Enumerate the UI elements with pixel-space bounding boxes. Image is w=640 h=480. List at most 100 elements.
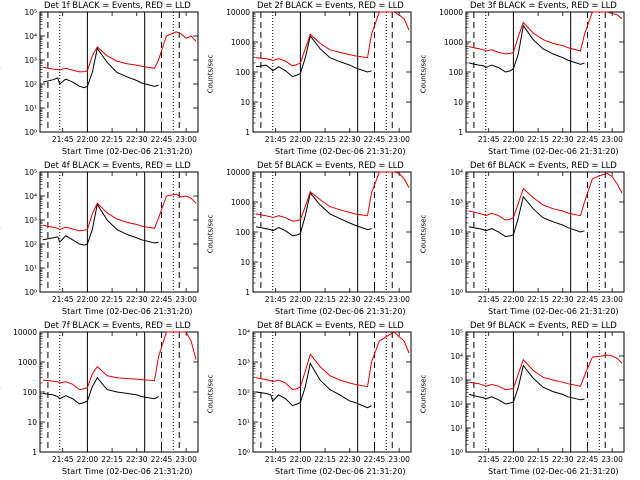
detector-panel-5: Det 5f BLACK = Events, RED = LLD Counts/s… xyxy=(206,160,426,320)
lld-series-line xyxy=(255,11,410,67)
x-tick-label: 22:15 xyxy=(314,295,336,304)
x-tick-label: 23:00 xyxy=(175,135,197,144)
detector-panel-8: Det 8f BLACK = Events, RED = LLD Counts/s… xyxy=(206,320,426,480)
events-series-line xyxy=(468,24,585,73)
detector-panel-6: Det 6f BLACK = Events, RED = LLD Counts/s… xyxy=(419,160,639,320)
plot-frame xyxy=(252,331,412,453)
y-tick-label: 10¹ xyxy=(450,424,463,433)
y-tick-label: 10² xyxy=(237,388,250,397)
events-series-line xyxy=(42,376,159,405)
x-tick-label: 22:45 xyxy=(151,295,173,304)
x-tick-label: 22:00 xyxy=(503,455,525,464)
x-tick-label: 22:00 xyxy=(77,455,99,464)
y-tick-label: 10⁵ xyxy=(450,328,463,337)
y-tick-label: 10¹ xyxy=(24,264,37,273)
x-tick-label: 22:30 xyxy=(339,295,361,304)
x-axis-label: Start Time (02-Dec-06 21:31:20) xyxy=(488,147,619,156)
x-tick-label: 21:45 xyxy=(52,455,74,464)
x-tick-label: 22:15 xyxy=(527,295,549,304)
y-tick-label: 10⁵ xyxy=(24,168,37,177)
y-tick-label: 10² xyxy=(450,400,463,409)
x-axis-label: Start Time (02-Dec-06 21:31:20) xyxy=(488,307,619,316)
y-tick-label: 1 xyxy=(32,448,37,457)
chart-svg: 10⁰ 10¹ 10² 10³ 10⁴ 21:45 22:00 22:15 22:30 22:45… xyxy=(237,328,412,464)
y-tick-label: 10¹ xyxy=(237,418,250,427)
y-tick-label: 10⁴ xyxy=(237,328,250,337)
x-tick-label: 22:45 xyxy=(577,295,599,304)
y-tick-label: 10 xyxy=(240,258,250,267)
y-tick-label: 10⁰ xyxy=(237,448,250,457)
y-tick-label: 10³ xyxy=(450,198,463,207)
x-tick-label: 22:30 xyxy=(552,135,574,144)
detector-panel-3: Det 3f BLACK = Events, RED = LLD Counts/s… xyxy=(419,0,639,160)
y-tick-label: 1000 xyxy=(231,198,250,207)
chart-svg: 1 10 100 1000 10000 21:45 22:00 22:15 22:30 22:45… xyxy=(226,168,412,304)
panel-title: Det 5f BLACK = Events, RED = LLD xyxy=(257,161,404,171)
events-series-line xyxy=(468,364,585,405)
x-tick-label: 22:45 xyxy=(577,135,599,144)
x-tick-label: 22:45 xyxy=(151,135,173,144)
x-axis-label: Start Time (02-Dec-06 21:31:20) xyxy=(62,307,193,316)
x-tick-label: 21:45 xyxy=(265,295,287,304)
y-tick-label: 100 xyxy=(23,388,38,397)
lld-series-line xyxy=(42,31,197,73)
x-tick-label: 22:15 xyxy=(314,455,336,464)
x-tick-label: 23:00 xyxy=(601,135,623,144)
y-tick-label: 1000 xyxy=(444,38,463,47)
x-tick-label: 21:45 xyxy=(52,135,74,144)
chart-svg: 1 10 100 1000 10000 21:45 22:00 22:15 22:30 22:45… xyxy=(226,8,412,144)
detector-panel-1: Det 1f BLACK = Events, RED = LLDCounts/s… xyxy=(0,0,213,160)
x-tick-label: 22:00 xyxy=(290,455,312,464)
x-axis-label: Start Time (02-Dec-06 21:31:20) xyxy=(62,147,193,156)
x-tick-label: 22:45 xyxy=(577,455,599,464)
events-series-line xyxy=(255,362,372,409)
y-tick-label: 10⁰ xyxy=(24,128,37,137)
x-axis-label: Start Time (02-Dec-06 21:31:20) xyxy=(488,467,619,476)
x-tick-label: 21:45 xyxy=(478,135,500,144)
panel-title: Det 1f BLACK = Events, RED = LLD xyxy=(44,1,191,11)
x-tick-label: 21:45 xyxy=(265,135,287,144)
x-tick-label: 22:15 xyxy=(527,455,549,464)
x-tick-label: 23:00 xyxy=(388,455,410,464)
y-tick-label: 10⁴ xyxy=(24,192,37,201)
events-series-line xyxy=(42,202,159,246)
x-tick-label: 21:45 xyxy=(265,455,287,464)
x-tick-label: 23:00 xyxy=(388,135,410,144)
x-tick-label: 22:30 xyxy=(552,295,574,304)
chart-svg: 1 10 100 1000 10000 21:45 22:00 22:15 22:30 22:45… xyxy=(13,328,199,464)
y-tick-label: 10² xyxy=(450,228,463,237)
y-tick-label: 10⁰ xyxy=(450,288,463,297)
panel-title: Det 4f BLACK = Events, RED = LLD xyxy=(44,161,191,171)
plot-frame xyxy=(465,171,625,293)
y-tick-label: 10² xyxy=(24,240,37,249)
y-tick-label: 10³ xyxy=(24,216,37,225)
y-tick-label: 10000 xyxy=(226,168,250,177)
y-tick-label: 10¹ xyxy=(450,258,463,267)
x-tick-label: 22:30 xyxy=(339,135,361,144)
x-tick-label: 23:00 xyxy=(175,295,197,304)
lld-series-line xyxy=(255,171,410,222)
plot-frame xyxy=(465,331,625,453)
y-tick-label: 10⁵ xyxy=(24,8,37,17)
x-tick-label: 23:00 xyxy=(175,455,197,464)
x-tick-label: 22:30 xyxy=(339,455,361,464)
x-tick-label: 22:00 xyxy=(503,135,525,144)
panel-title: Det 3f BLACK = Events, RED = LLD xyxy=(470,1,617,11)
y-tick-label: 10 xyxy=(453,98,463,107)
detector-panel-9: Det 9f BLACK = Events, RED = LLD Counts/s… xyxy=(419,320,639,480)
detector-panel-7: Det 7f BLACK = Events, RED = LLDCounts/s… xyxy=(0,320,213,480)
chart-svg: 10⁰ 10¹ 10² 10³ 10⁴ 10⁵ 21:45 22:00 22:15 22:30 22… xyxy=(24,8,199,144)
detector-panel-2: Det 2f BLACK = Events, RED = LLD Counts/s… xyxy=(206,0,426,160)
panel-title: Det 2f BLACK = Events, RED = LLD xyxy=(257,1,404,11)
x-tick-label: 22:00 xyxy=(77,135,99,144)
x-axis-label: Start Time (02-Dec-06 21:31:20) xyxy=(275,147,406,156)
y-tick-label: 10⁰ xyxy=(450,448,463,457)
x-tick-label: 22:45 xyxy=(364,135,386,144)
detector-panel-4: Det 4f BLACK = Events, RED = LLDCounts/s… xyxy=(0,160,213,320)
lld-series-line xyxy=(42,331,197,391)
plot-frame xyxy=(252,11,412,133)
x-tick-label: 23:00 xyxy=(388,295,410,304)
y-tick-label: 1 xyxy=(245,288,250,297)
panel-title: Det 7f BLACK = Events, RED = LLD xyxy=(44,321,191,331)
panel-title: Det 9f BLACK = Events, RED = LLD xyxy=(470,321,617,331)
